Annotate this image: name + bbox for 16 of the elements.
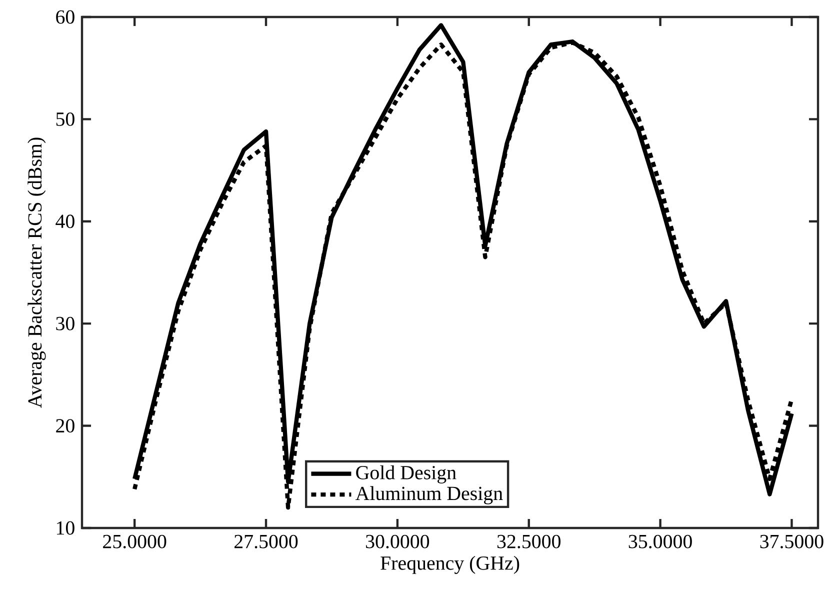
y-tick-label: 40 bbox=[56, 214, 74, 228]
legend-label: Aluminum Design bbox=[355, 486, 503, 504]
x-tick-label: 30.0000 bbox=[366, 534, 430, 548]
x-axis-title: Frequency (GHz) bbox=[380, 556, 520, 574]
y-axis-title: Average Backscatter RCS (dBsm) bbox=[28, 138, 46, 408]
y-tick-label: 10 bbox=[56, 521, 74, 535]
x-tick-label: 32.5000 bbox=[497, 534, 560, 548]
y-tick-label: 50 bbox=[56, 112, 74, 126]
legend-label: Gold Design bbox=[356, 465, 456, 484]
y-tick-label: 60 bbox=[56, 10, 74, 24]
x-tick-label: 27.5000 bbox=[234, 534, 298, 548]
y-tick-label: 30 bbox=[56, 316, 74, 330]
y-tick-label: 20 bbox=[56, 419, 74, 433]
x-tick-label: 25.0000 bbox=[103, 534, 166, 548]
x-tick-label: 35.0000 bbox=[628, 534, 692, 548]
x-tick-label: 37.5000 bbox=[760, 534, 824, 548]
